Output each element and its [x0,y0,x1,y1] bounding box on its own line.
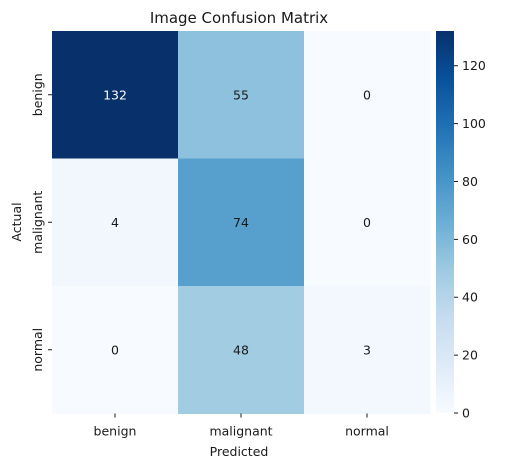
y-tick-labels: benign malignant normal [30,73,52,372]
heatmap-cell-malignant-malignant [178,158,305,287]
colorbar: 0 20 40 60 80 100 120 [436,31,486,421]
heatmap-cell-benign-malignant [178,31,305,159]
heatmap-cell-benign-normal [304,31,431,159]
colorbar-ticks: 0 20 40 60 80 100 120 [454,58,486,421]
colorbar-tick-label: 100 [462,116,486,131]
cell-value-label: 4 [111,215,119,230]
x-tick-label-benign: benign [94,424,137,439]
cell-value-label: 0 [363,87,371,102]
colorbar-tick-label: 0 [462,406,470,421]
cell-value-label: 0 [111,342,119,357]
x-tick-labels: benign malignant normal [94,413,389,439]
heatmap-cell-normal-benign [52,286,179,414]
cell-value-label: 3 [363,342,371,357]
y-tick-label-malignant: malignant [30,191,45,254]
colorbar-gradient [436,31,454,413]
heatmap-cells: 132 55 0 4 74 0 0 48 3 [52,31,431,414]
colorbar-tick-label: 120 [462,58,486,73]
colorbar-tick-label: 60 [462,232,478,247]
colorbar-tick-label: 80 [462,174,478,189]
y-axis-label: Actual [9,202,24,241]
colorbar-tick-label: 40 [462,290,478,305]
cell-value-label: 48 [233,342,249,357]
chart-title: Image Confusion Matrix [150,9,328,27]
heatmap-cell-malignant-normal [304,158,431,287]
heatmap-cell-benign-benign [52,31,179,159]
x-axis-label: Predicted [210,444,269,459]
cell-value-label: 55 [233,87,249,102]
cell-value-label: 0 [363,215,371,230]
heatmap-cell-malignant-benign [52,158,179,287]
x-tick-label-malignant: malignant [209,424,272,439]
heatmap-cell-normal-normal [304,286,431,414]
colorbar-tick-label: 20 [462,348,478,363]
cell-value-label: 132 [103,87,127,102]
y-tick-label-normal: normal [30,328,45,372]
heatmap-cell-normal-malignant [178,286,305,414]
cell-value-label: 74 [233,215,249,230]
x-tick-label-normal: normal [345,424,389,439]
y-tick-label-benign: benign [30,73,45,116]
